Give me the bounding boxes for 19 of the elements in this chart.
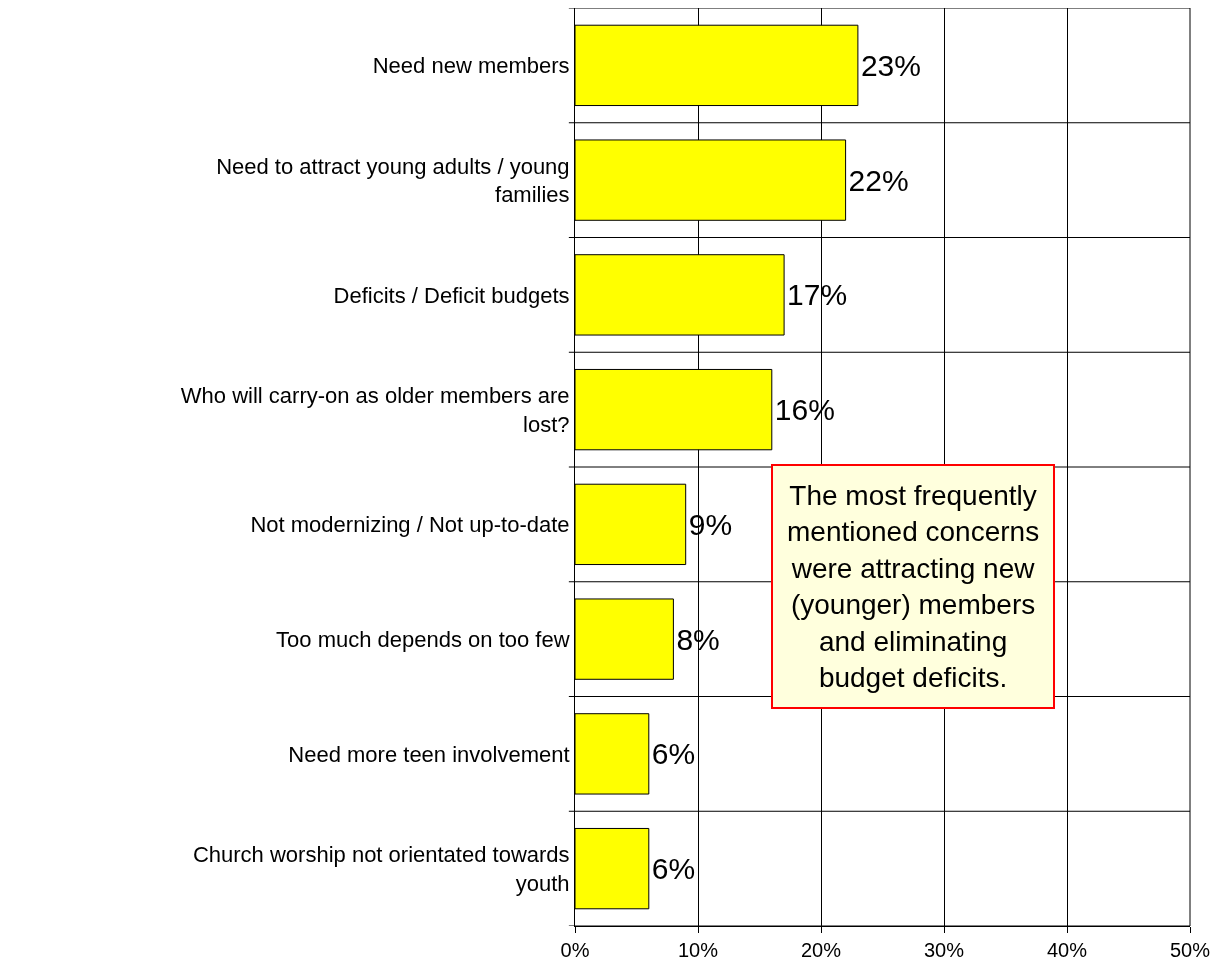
x-tick-label: 10% bbox=[677, 939, 719, 961]
y-tick-label: Not modernizing / Not up-to-date bbox=[250, 512, 570, 538]
y-tick-label: Need new members bbox=[372, 53, 570, 79]
annotation: The most frequently mentioned concerns were attracting new (younger) members and eliminating budget deficits. bbox=[787, 480, 1040, 693]
data-label: 6% bbox=[651, 852, 696, 886]
x-tick-label: 50% bbox=[1169, 939, 1211, 961]
data-label: 6% bbox=[651, 737, 696, 771]
x-tick-label: 40% bbox=[1046, 939, 1088, 961]
y-tick-label: Church worship not orientated towards youth bbox=[192, 842, 570, 896]
x-tick-label: 20% bbox=[800, 939, 842, 961]
y-tick-label: Who will carry-on as older members are lost? bbox=[180, 383, 570, 437]
y-tick-label: Too much depends on too few bbox=[276, 626, 570, 652]
y-tick-label: Need more teen involvement bbox=[288, 741, 570, 767]
x-tick-label: 0% bbox=[560, 939, 590, 961]
y-tick-label: Deficits / Deficit budgets bbox=[333, 282, 570, 308]
x-tick-label: 30% bbox=[923, 939, 965, 961]
y-tick-label: Need to attract young adults / young families bbox=[216, 153, 570, 208]
data-label: 22% bbox=[848, 163, 909, 197]
data-label: 23% bbox=[860, 48, 921, 82]
